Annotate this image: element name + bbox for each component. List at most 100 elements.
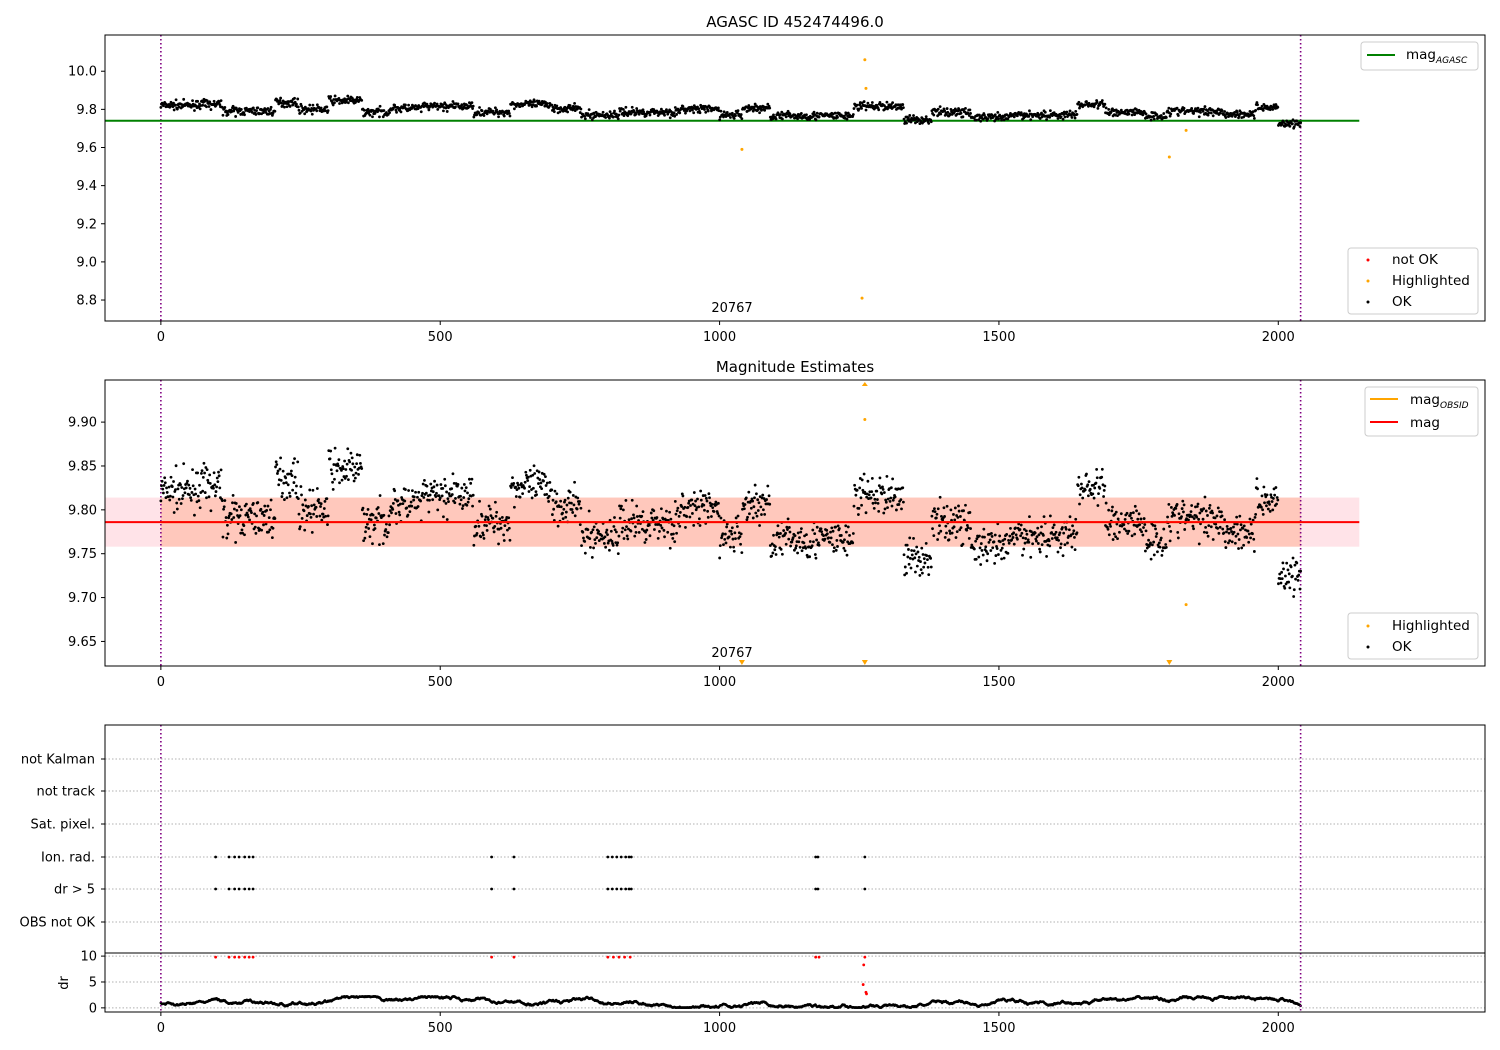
ok-point (391, 507, 395, 511)
ok-point (767, 494, 771, 498)
ok-point (163, 476, 167, 480)
ok-point (1236, 532, 1240, 536)
ok-point (360, 98, 364, 102)
ok-point (858, 486, 862, 490)
ok-point (944, 524, 948, 528)
ok-point (1202, 107, 1206, 111)
ok-point (933, 510, 937, 513)
ok-point (531, 486, 535, 490)
ok-point (1232, 530, 1236, 534)
ok-point (196, 471, 200, 475)
ok-point (1248, 517, 1252, 521)
ok-point (234, 541, 238, 544)
ok-point (650, 516, 654, 520)
ok-point (914, 570, 917, 574)
ok-point (186, 479, 189, 483)
ok-point (1042, 515, 1046, 518)
ok-point (461, 507, 464, 510)
ok-point (283, 105, 286, 109)
ok-point (993, 533, 997, 537)
ok-point (815, 538, 818, 542)
ok-point (685, 515, 689, 518)
ok-point (222, 505, 226, 509)
ok-point (1096, 107, 1100, 110)
ok-point (197, 499, 201, 503)
ok-point (353, 476, 357, 480)
ok-point (922, 565, 926, 569)
ok-point (427, 510, 431, 514)
ok-point (1115, 522, 1119, 526)
ok-point (1059, 115, 1063, 119)
ok-point (1005, 532, 1009, 536)
ok-point (1182, 503, 1186, 507)
ok-point (1048, 544, 1052, 548)
ok-point (1006, 117, 1010, 121)
ok-point (1109, 524, 1112, 528)
ok-point (604, 116, 608, 119)
ok-point (329, 95, 333, 98)
ok-point (1043, 110, 1047, 114)
ok-point (673, 106, 677, 109)
ok-point (551, 513, 554, 516)
ok-point (416, 495, 419, 499)
ok-point (568, 490, 572, 494)
ok-point (187, 483, 191, 487)
ok-point (187, 493, 191, 497)
ok-point (979, 563, 983, 566)
ok-point (873, 497, 877, 501)
ok-point (310, 504, 314, 508)
ok-point (590, 118, 594, 122)
ok-point (338, 102, 341, 105)
flag-point (490, 887, 494, 891)
ok-point (1012, 115, 1016, 119)
ok-point (812, 540, 815, 544)
ok-point (1201, 517, 1205, 521)
ok-point (1125, 108, 1129, 112)
ok-point (810, 544, 814, 548)
ok-point (630, 498, 634, 502)
ok-point (491, 516, 495, 520)
magnitude-ytick-label: 9.85 (68, 459, 97, 474)
ok-point (989, 549, 993, 552)
ok-point (1206, 534, 1210, 538)
ok-point (583, 117, 587, 121)
ok-point (978, 113, 981, 117)
ok-point (502, 114, 506, 118)
ok-point (924, 541, 928, 545)
ok-point (1164, 543, 1168, 546)
ok-point (580, 115, 583, 119)
ok-point (1275, 496, 1279, 499)
ok-point (256, 501, 260, 504)
ok-point (1125, 511, 1129, 515)
flag-point (624, 887, 628, 891)
ok-point (1276, 105, 1280, 109)
ok-point (756, 509, 760, 512)
ok-point (1133, 532, 1137, 536)
ok-point (906, 555, 910, 559)
ok-point (916, 550, 920, 554)
ok-point (487, 504, 491, 508)
ok-point (504, 518, 508, 522)
ok-point (1238, 514, 1242, 518)
ok-point (1002, 556, 1006, 560)
ok-point (814, 556, 818, 560)
ok-point (627, 518, 631, 521)
ok-point (336, 464, 340, 468)
ok-point (799, 112, 803, 115)
ok-point (343, 459, 347, 463)
ok-point (930, 514, 934, 518)
ok-point (669, 517, 673, 521)
ok-point (516, 483, 520, 487)
ok-point (264, 522, 268, 526)
legend-highlighted: Highlighted (1392, 273, 1470, 289)
ok-point (564, 515, 568, 519)
ok-point (218, 103, 222, 106)
ok-point (629, 112, 633, 116)
ok-point (530, 105, 534, 109)
ok-point (226, 113, 230, 116)
ok-point (441, 487, 445, 490)
ok-point (1253, 515, 1257, 519)
ok-point (181, 494, 185, 497)
ok-point (997, 553, 1000, 556)
ok-point (398, 513, 402, 517)
